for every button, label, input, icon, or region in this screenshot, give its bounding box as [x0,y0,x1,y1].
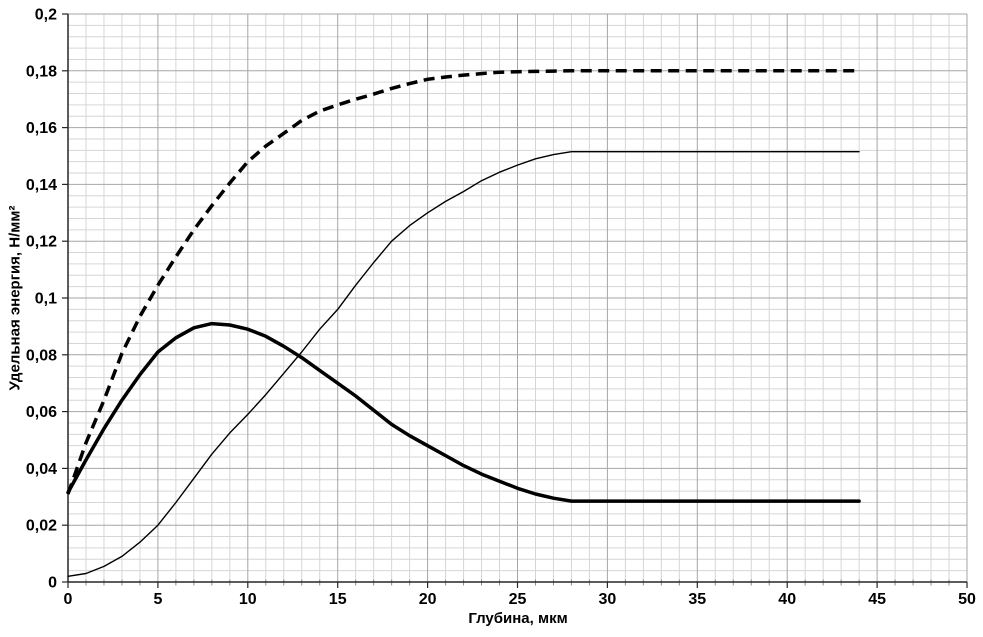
x-tick-label: 35 [688,591,706,608]
y-tick-label: 0,1 [35,291,57,308]
x-tick-label: 25 [509,591,527,608]
x-tick-label: 45 [868,591,886,608]
y-tick-label: 0,02 [26,518,57,535]
x-tick-label: 10 [239,591,257,608]
x-tick-label: 5 [153,591,162,608]
dashed-thick-curve [66,69,860,495]
x-tick-label: 0 [64,591,73,608]
y-axis-title: Удельная энергия, Н/мм² [6,205,24,391]
x-tick-label: 15 [329,591,347,608]
x-tick-label: 40 [778,591,796,608]
y-tick-label: 0 [48,575,57,592]
y-tick-label: 0,06 [26,404,57,421]
y-tick-label: 0,2 [35,7,57,24]
thin-solid-curve [67,150,860,577]
x-tick-label: 50 [958,591,976,608]
y-tick-label: 0,12 [26,234,57,251]
y-tick-label: 0,16 [26,120,57,137]
thick-solid-curve [66,321,861,503]
y-tick-label: 0,04 [26,461,57,478]
y-tick-label: 0,18 [26,63,57,80]
x-tick-label: 20 [419,591,437,608]
x-axis-title: Глубина, мкм [468,610,568,627]
y-tick-label: 0,08 [26,347,57,364]
y-tick-label: 0,14 [26,177,57,194]
x-tick-label: 30 [599,591,617,608]
